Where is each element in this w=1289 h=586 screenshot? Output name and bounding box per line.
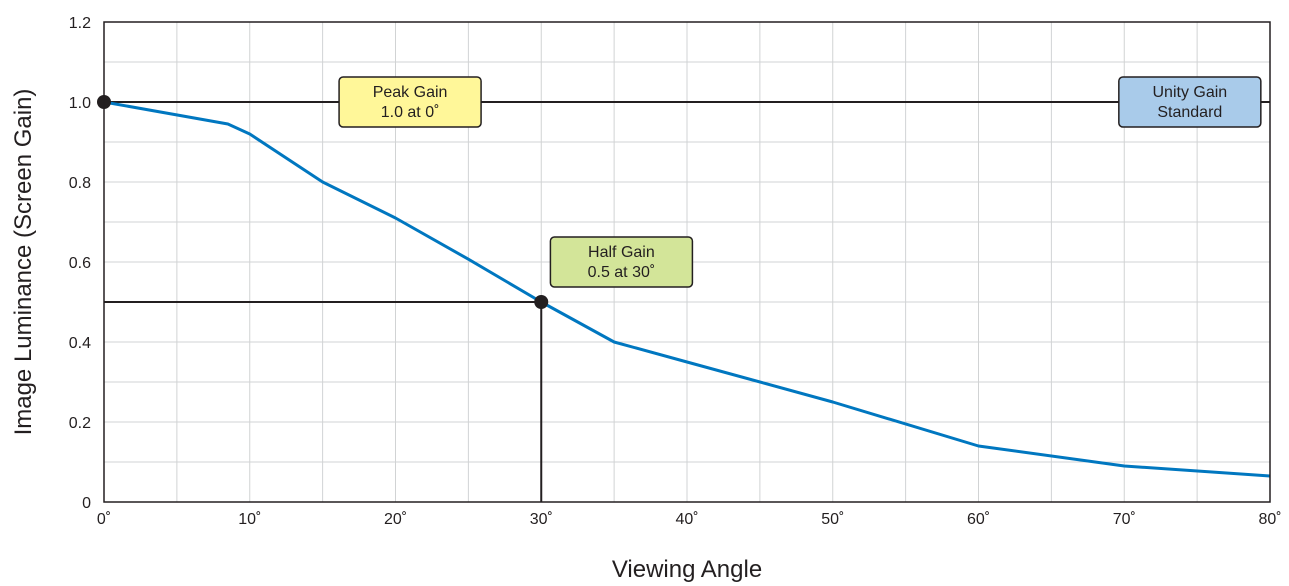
x-tick-label: 0˚ xyxy=(97,511,111,528)
x-tick-labels: 0˚ 10˚ 20˚ 30˚ 40˚ 50˚ 60˚ 70˚ 80˚ xyxy=(97,511,1282,528)
callout-unity-gain: Unity Gain Standard xyxy=(1118,76,1262,128)
x-tick-label: 80˚ xyxy=(1258,511,1281,528)
x-tick-label: 20˚ xyxy=(384,511,407,528)
y-tick-label: 0 xyxy=(82,495,91,512)
callout-text: 1.0 at 0˚ xyxy=(381,104,440,121)
y-tick-label: 0.2 xyxy=(69,415,91,432)
callout-text: Standard xyxy=(1157,104,1222,121)
x-tick-label: 60˚ xyxy=(967,511,990,528)
callout-text: Unity Gain xyxy=(1152,84,1227,101)
callout-peak-gain: Peak Gain 1.0 at 0˚ xyxy=(338,76,482,128)
x-tick-label: 30˚ xyxy=(530,511,553,528)
callout-text: Half Gain xyxy=(588,244,655,261)
x-tick-label: 40˚ xyxy=(675,511,698,528)
plot-border xyxy=(103,21,1271,503)
callouts: Peak Gain 1.0 at 0˚ Unity Gain Standard Half… xyxy=(338,76,1262,288)
reference-lines xyxy=(104,101,1270,502)
x-axis-label: Viewing Angle xyxy=(612,556,762,583)
callout-box xyxy=(549,236,694,288)
callout-text: Peak Gain xyxy=(373,84,448,101)
y-axis-label: Image Luminance (Screen Gain) xyxy=(10,89,37,436)
y-tick-label: 0.6 xyxy=(69,255,91,272)
x-tick-label: 50˚ xyxy=(821,511,844,528)
y-tick-label: 1.2 xyxy=(69,15,91,32)
data-point-marker xyxy=(534,295,549,309)
y-tick-labels: 0 0.2 0.4 0.6 0.8 1.0 1.2 xyxy=(69,15,91,512)
y-tick-label: 0.4 xyxy=(69,335,91,352)
y-tick-label: 0.8 xyxy=(69,175,91,192)
callout-text: 0.5 at 30˚ xyxy=(588,264,656,281)
y-tick-label: 1.0 xyxy=(69,95,91,112)
callout-half-gain: Half Gain 0.5 at 30˚ xyxy=(549,236,694,288)
x-tick-label: 70˚ xyxy=(1113,511,1136,528)
callout-box xyxy=(338,76,482,128)
callout-box xyxy=(1118,76,1262,128)
x-tick-label: 10˚ xyxy=(238,511,261,528)
